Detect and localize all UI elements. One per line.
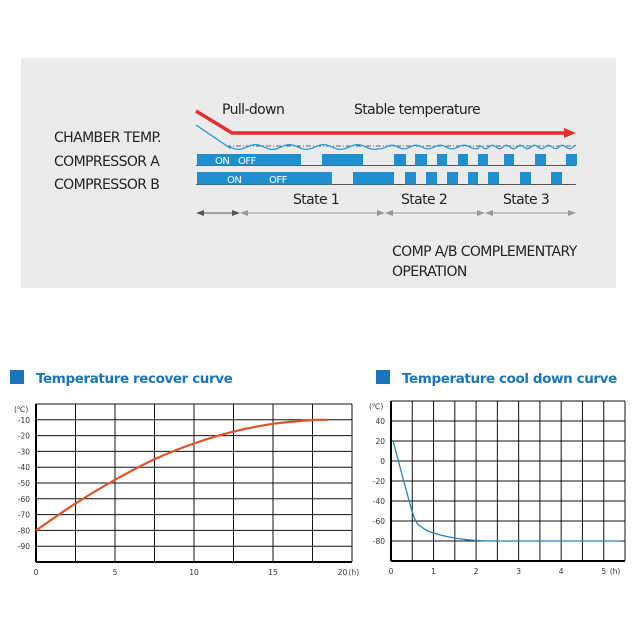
- compressor-a-on-bar: [458, 154, 468, 166]
- y-tick-label: -80: [373, 537, 385, 546]
- y-tick-label: -40: [373, 497, 385, 506]
- x-axis-unit-label: (h): [610, 567, 621, 576]
- y-tick-label: -90: [18, 542, 30, 551]
- arrow-left-icon: [240, 210, 248, 216]
- chamber-temp-label: CHAMBER TEMP.: [54, 130, 161, 146]
- data-series-line: [35, 418, 329, 532]
- arrow-right-icon: [232, 210, 240, 216]
- data-series-line: [392, 440, 621, 542]
- arrow-head-icon: [564, 128, 576, 138]
- y-tick-label: -20: [373, 477, 385, 486]
- arrow-right-icon: [477, 210, 485, 216]
- arrow-left-icon: [196, 210, 204, 216]
- x-tick-label: 20: [338, 568, 348, 577]
- compressor-a-on-bar: [437, 154, 447, 166]
- compressor-b-on-bar: [197, 172, 332, 185]
- complementary-note-line1: COMP A/B COMPLEMENTARY: [392, 244, 578, 260]
- compressor-a-on-bar: [322, 154, 363, 166]
- arrow-left-icon: [385, 210, 393, 216]
- cooldown-chart: 0 1 2 3 4 5 40 20 0 -20 -40 -60 -80 (℃) (h): [369, 400, 626, 576]
- y-tick-label: 40: [375, 417, 385, 426]
- state-3-label: State 3: [503, 192, 549, 208]
- y-tick-label: -60: [373, 517, 385, 526]
- compressor-b-on-bar: [426, 172, 437, 185]
- y-tick-label: -20: [18, 432, 30, 441]
- compressor-a-label: COMPRESSOR A: [54, 154, 160, 170]
- compressor-a-on-bar: [566, 154, 577, 166]
- arrow-right-icon: [377, 210, 385, 216]
- compressor-b-on-bar: [405, 172, 416, 185]
- chamber-temp-line: [195, 124, 577, 151]
- compressor-b-on-bar: [353, 172, 394, 185]
- state-2-label: State 2: [401, 192, 447, 208]
- compressor-a-on-bar: [535, 154, 546, 166]
- compressor-a-on-bar: [478, 154, 488, 166]
- compressor-a-off-label: OFF: [238, 156, 257, 167]
- x-tick-label: 15: [268, 568, 278, 577]
- compressor-b-on-bar: [551, 172, 562, 185]
- recover-chart: 0 5 10 15 20 -10 -20 -30 -40 -50 -60 -70 -80 -90 (℃) (h…: [14, 403, 360, 577]
- y-tick-label: -70: [18, 511, 30, 520]
- compressor-a-on-bar: [504, 154, 514, 166]
- compressor-a-on-label: ON: [215, 156, 229, 167]
- stable-temperature-label: Stable temperature: [354, 102, 480, 118]
- cooldown-title-square-icon: [376, 370, 390, 384]
- compressor-b-on-bar: [520, 172, 531, 185]
- compressor-b-on-bar: [447, 172, 458, 185]
- y-tick-label: -60: [18, 495, 30, 504]
- compressor-a-on-bar: [415, 154, 427, 166]
- x-tick-label: 5: [601, 567, 606, 576]
- x-axis-unit-label: (h): [349, 568, 360, 577]
- compressor-a-bars: [197, 154, 577, 166]
- y-axis-unit-label: (℃): [14, 405, 28, 414]
- compressor-b-label: COMPRESSOR B: [54, 177, 159, 193]
- cooldown-chart-title: Temperature cool down curve: [402, 371, 617, 387]
- x-tick-label: 3: [516, 567, 521, 576]
- compressor-a-on-bar: [197, 154, 301, 166]
- x-tick-label: 2: [474, 567, 479, 576]
- operation-diagram: Pull-down Stable temperature CHAMBER TEM…: [21, 58, 616, 288]
- x-tick-label: 10: [189, 568, 199, 577]
- x-tick-label: 4: [559, 567, 564, 576]
- y-axis-unit-label: (℃): [369, 402, 383, 411]
- y-tick-label: -40: [18, 463, 30, 472]
- x-tick-label: 0: [34, 568, 39, 577]
- y-tick-label: -10: [18, 416, 30, 425]
- compressor-b-on-label: ON: [227, 175, 241, 186]
- y-tick-label: 20: [375, 437, 385, 446]
- state-1-label: State 1: [293, 192, 339, 208]
- complementary-note-line2: OPERATION: [392, 264, 467, 280]
- recover-title-square-icon: [10, 370, 24, 384]
- x-tick-label: 0: [389, 567, 394, 576]
- recover-chart-title: Temperature recover curve: [36, 371, 233, 387]
- x-tick-label: 5: [113, 568, 118, 577]
- y-tick-label: 0: [380, 457, 385, 466]
- compressor-b-on-bar: [468, 172, 478, 185]
- compressor-a-on-bar: [394, 154, 406, 166]
- pulldown-label: Pull-down: [222, 102, 284, 118]
- pulldown-arrow-line: [195, 109, 566, 135]
- arrow-left-icon: [485, 210, 493, 216]
- y-tick-label: -50: [18, 479, 30, 488]
- y-tick-label: -30: [18, 447, 30, 456]
- y-tick-label: -80: [18, 526, 30, 535]
- compressor-b-on-bar: [488, 172, 499, 185]
- arrow-right-icon: [568, 210, 576, 216]
- state-range-arrows: [196, 210, 576, 216]
- compressor-b-bars: [197, 172, 562, 185]
- x-tick-label: 1: [431, 567, 436, 576]
- compressor-b-off-label: OFF: [269, 175, 288, 186]
